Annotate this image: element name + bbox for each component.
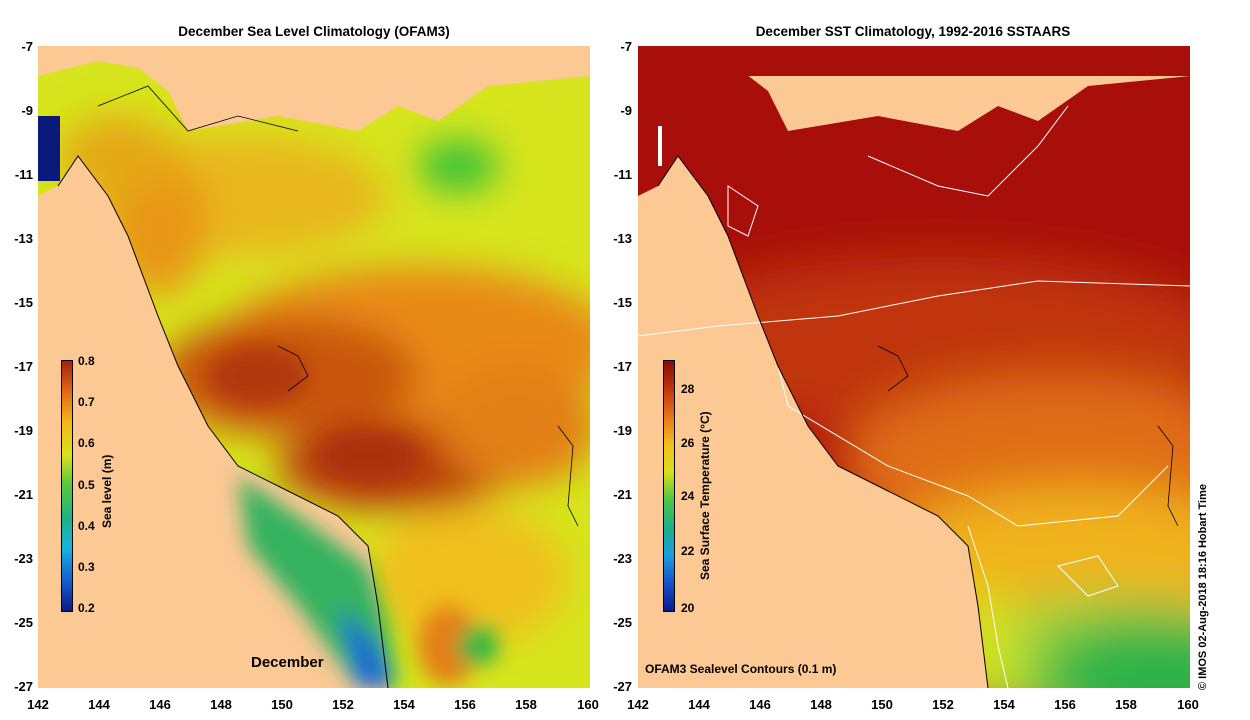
sst-colorbar-label: Sea Surface Temperature (°C) xyxy=(698,411,712,580)
sst-tick: 28 xyxy=(681,382,695,396)
y-tick: -9 xyxy=(620,103,632,118)
month-label: December xyxy=(251,654,324,671)
sst-tick: 24 xyxy=(681,489,695,503)
y-tick: -21 xyxy=(14,487,33,502)
x-tick: 160 xyxy=(577,697,599,712)
x-tick: 156 xyxy=(1054,697,1076,712)
sea-level-tick: 0.2 xyxy=(78,601,95,615)
x-tick: 152 xyxy=(932,697,954,712)
y-tick: -27 xyxy=(613,679,632,694)
sea-level-tick: 0.8 xyxy=(78,354,95,368)
x-tick: 158 xyxy=(1115,697,1137,712)
y-tick: -17 xyxy=(14,359,33,374)
x-tick: 154 xyxy=(393,697,415,712)
y-tick: -21 xyxy=(613,487,632,502)
y-tick: -13 xyxy=(14,231,33,246)
x-tick: 158 xyxy=(515,697,537,712)
x-tick: 152 xyxy=(332,697,354,712)
right-map-title: December SST Climatology, 1992-2016 SSTA… xyxy=(755,24,1071,39)
contour-note: OFAM3 Sealevel Contours (0.1 m) xyxy=(645,662,837,676)
sea-level-tick: 0.7 xyxy=(78,395,95,409)
x-tick: 142 xyxy=(27,697,49,712)
x-tick: 144 xyxy=(688,697,710,712)
y-tick: -13 xyxy=(613,231,632,246)
y-tick: -25 xyxy=(14,615,33,630)
y-tick: -15 xyxy=(613,295,632,310)
y-tick: -19 xyxy=(613,423,632,438)
x-tick: 146 xyxy=(149,697,171,712)
y-tick: -25 xyxy=(613,615,632,630)
x-tick: 142 xyxy=(627,697,649,712)
y-tick: -23 xyxy=(14,551,33,566)
x-tick: 160 xyxy=(1177,697,1199,712)
imos-credit: © IMOS 02-Aug-2018 18:16 Hobart Time xyxy=(1197,484,1209,690)
x-tick: 148 xyxy=(810,697,832,712)
y-tick: -7 xyxy=(21,39,33,54)
x-tick: 144 xyxy=(88,697,110,712)
sea-level-tick: 0.5 xyxy=(78,478,95,492)
y-tick: -23 xyxy=(613,551,632,566)
sst-tick: 20 xyxy=(681,601,695,615)
x-tick: 150 xyxy=(871,697,893,712)
sea-level-tick: 0.4 xyxy=(78,519,95,533)
x-tick: 146 xyxy=(749,697,771,712)
sea-level-colorbar xyxy=(61,360,73,612)
sea-level-tick: 0.3 xyxy=(78,560,95,574)
y-tick: -17 xyxy=(613,359,632,374)
y-tick: -15 xyxy=(14,295,33,310)
y-tick: -27 xyxy=(14,679,33,694)
sst-tick: 22 xyxy=(681,544,695,558)
sea-level-colorbar-label: Sea level (m) xyxy=(100,454,114,528)
x-tick: 148 xyxy=(210,697,232,712)
sea-level-tick: 0.6 xyxy=(78,436,95,450)
x-tick: 154 xyxy=(993,697,1015,712)
y-tick: -9 xyxy=(21,103,33,118)
y-tick: -19 xyxy=(14,423,33,438)
sst-colorbar xyxy=(663,360,675,612)
sea-level-map xyxy=(38,46,590,688)
sst-map xyxy=(638,46,1190,688)
y-tick: -11 xyxy=(613,167,632,182)
y-tick: -11 xyxy=(14,167,33,182)
left-map-title: December Sea Level Climatology (OFAM3) xyxy=(178,24,450,39)
y-tick: -7 xyxy=(620,39,632,54)
x-tick: 156 xyxy=(454,697,476,712)
sst-tick: 26 xyxy=(681,436,695,450)
x-tick: 150 xyxy=(271,697,293,712)
